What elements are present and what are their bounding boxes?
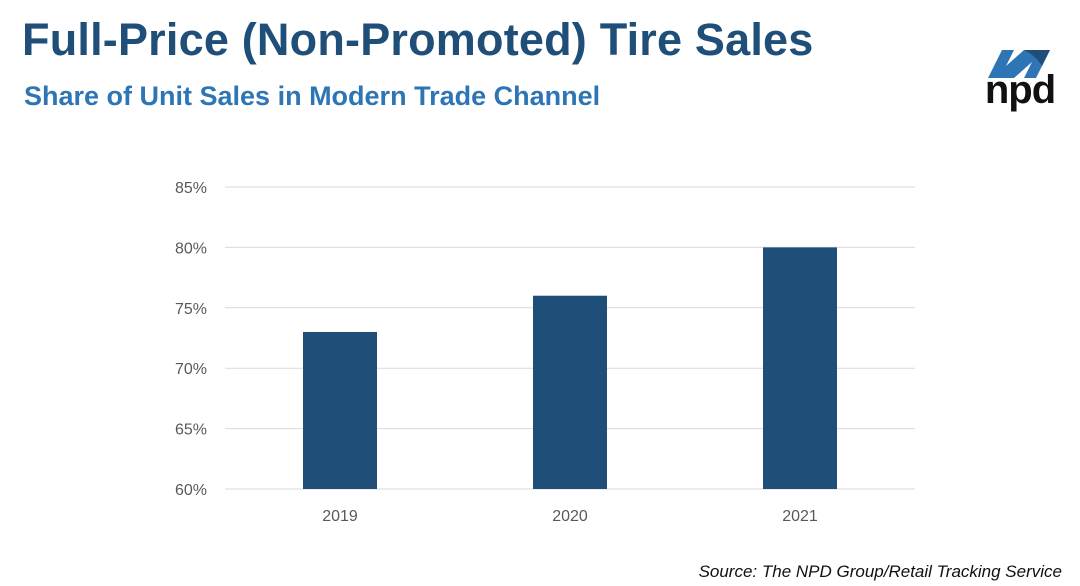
y-tick-label: 80% xyxy=(175,240,207,257)
chart-subtitle: Share of Unit Sales in Modern Trade Chan… xyxy=(24,81,601,111)
npd-logo-text: npd xyxy=(984,68,1056,112)
y-tick-label: 60% xyxy=(175,482,207,499)
bar-2020 xyxy=(533,295,607,489)
npd-logo: npd xyxy=(980,42,1060,114)
x-tick-label: 2019 xyxy=(322,508,358,525)
y-tick-label: 70% xyxy=(175,361,207,378)
bar-2021 xyxy=(763,247,837,489)
x-tick-label: 2021 xyxy=(782,508,818,525)
y-tick-label: 65% xyxy=(175,422,207,439)
source-note: Source: The NPD Group/Retail Tracking Se… xyxy=(698,562,1062,581)
y-tick-label: 75% xyxy=(175,301,207,318)
x-tick-label: 2020 xyxy=(552,508,588,525)
npd-logo-icon xyxy=(988,50,1050,78)
chart-title: Full-Price (Non-Promoted) Tire Sales xyxy=(22,14,814,65)
y-tick-label: 85% xyxy=(175,180,207,197)
bar-2019 xyxy=(303,331,377,489)
